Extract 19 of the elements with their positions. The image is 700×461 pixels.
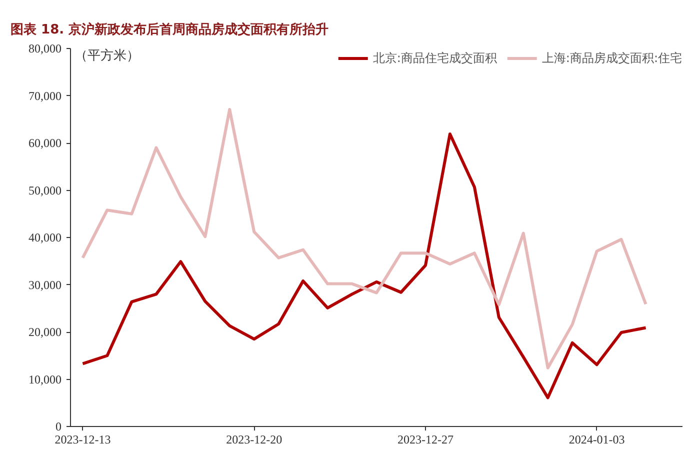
legend-label: 北京:商品住宅成交面积 bbox=[372, 50, 497, 66]
y-tick-label: 60,000 bbox=[28, 136, 62, 150]
x-tick-label: 2024-01-03 bbox=[568, 432, 625, 446]
y-tick-label: 20,000 bbox=[28, 325, 62, 339]
y-tick-label: 0 bbox=[56, 420, 62, 434]
y-tick-label: 10,000 bbox=[28, 372, 62, 386]
x-tick-label: 2023-12-20 bbox=[226, 432, 282, 446]
legend-label: 上海:商品房成交面积:住宅 bbox=[542, 50, 682, 66]
x-tick-label: 2023-12-27 bbox=[397, 432, 454, 446]
y-tick-label: 30,000 bbox=[28, 278, 62, 292]
y-tick-label: 50,000 bbox=[28, 183, 62, 198]
line-series bbox=[81, 108, 648, 370]
y-tick-label: 80,000 bbox=[28, 42, 62, 56]
y-axis-title: （平方米） bbox=[74, 48, 140, 64]
chart-title: 图表 18. 京沪新政发布后首周商品房成交面积有所抬升 bbox=[10, 22, 329, 38]
line-series bbox=[81, 132, 648, 400]
y-tick-label: 70,000 bbox=[28, 88, 62, 103]
y-tick-label: 40,000 bbox=[28, 230, 62, 244]
x-tick-label: 2023-12-13 bbox=[54, 432, 111, 446]
